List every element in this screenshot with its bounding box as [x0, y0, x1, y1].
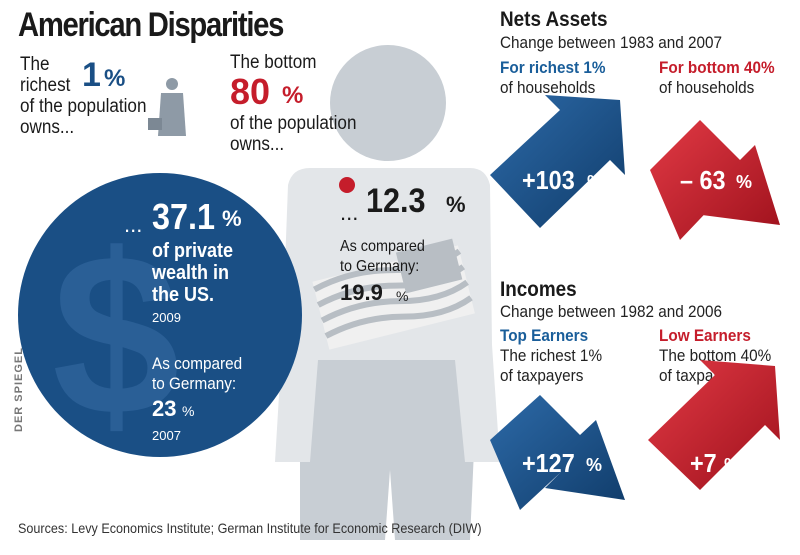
- nets-down-arrow: [650, 120, 780, 240]
- top1-number: 1: [82, 56, 101, 94]
- bottom80-line2: of the population: [230, 113, 357, 134]
- incomes-subtitle: Change between 1982 and 2006: [500, 302, 723, 321]
- person-head: [330, 45, 446, 161]
- incomes-heading: Incomes: [500, 278, 577, 301]
- circle-line1: of private: [152, 240, 234, 262]
- dollar-icon: $: [52, 206, 180, 463]
- circle-cmp-value: 23: [152, 396, 177, 421]
- nets-up-arrow: [490, 95, 625, 228]
- incomes-left-sub1: The richest 1%: [500, 346, 603, 365]
- top1-line1: The: [20, 54, 50, 75]
- circle-cmp-line1: As compared: [152, 354, 243, 373]
- top1-line4: owns...: [20, 117, 75, 138]
- incomes-right-title: Low Earners: [659, 326, 751, 345]
- incomes-left-title: Top Earners: [500, 326, 589, 345]
- nets-right-sub: of households: [659, 78, 755, 97]
- person-ellipsis: ...: [340, 200, 359, 225]
- top1-line2: richest: [20, 75, 71, 96]
- nets-right-value: – 63: [680, 165, 726, 195]
- circle-cmp-year: 2007: [152, 428, 181, 443]
- page-title: American Disparities: [18, 6, 284, 44]
- nets-left-sub: of households: [500, 78, 596, 97]
- person-legs: [300, 360, 478, 540]
- bottom80-pct: %: [282, 82, 304, 109]
- circle-cmp-pct: %: [182, 403, 195, 419]
- person-pct: %: [446, 192, 466, 217]
- circle-year: 2009: [152, 310, 181, 325]
- incomes-down-arrow: [490, 395, 625, 510]
- circle-pct: %: [222, 206, 242, 231]
- incomes-left-pct: %: [586, 455, 603, 475]
- person-value: 12.3: [366, 182, 426, 220]
- bottom80-line1: The bottom: [230, 52, 317, 73]
- nets-left-pct: %: [587, 172, 604, 192]
- publisher-credit: DER SPIEGEL: [13, 347, 25, 432]
- nets-left-value: +103: [522, 165, 575, 195]
- person-cmp-value: 19.9: [340, 280, 383, 305]
- circle-line3: the US.: [152, 284, 215, 306]
- top1-line3: of the population: [20, 96, 147, 117]
- incomes-left-value: +127: [522, 448, 575, 478]
- top1-pct: %: [104, 65, 126, 92]
- incomes-up-arrow: [648, 360, 780, 490]
- red-dot: [339, 177, 355, 193]
- circle-cmp-line2: to Germany:: [152, 374, 237, 393]
- nets-right-pct: %: [736, 172, 753, 192]
- wealth-circle: [18, 173, 302, 457]
- bottom80-line3: owns...: [230, 134, 285, 155]
- flag-graphic: [312, 238, 475, 350]
- person-cmp-pct: %: [396, 288, 409, 304]
- businessman-icon: [148, 78, 186, 136]
- nets-left-title: For richest 1%: [500, 58, 606, 77]
- circle-ellipsis: ...: [124, 212, 143, 237]
- circle-value: 37.1: [152, 196, 216, 237]
- person-cmp-line2: to Germany:: [340, 258, 420, 275]
- incomes-left-sub2: of taxpayers: [500, 366, 584, 385]
- incomes-right-sub1: The bottom 40%: [659, 346, 772, 365]
- circle-line2: wealth in: [152, 262, 230, 284]
- nets-heading: Nets Assets: [500, 8, 608, 31]
- source-note: Sources: Levy Economics Institute; Germa…: [18, 520, 482, 536]
- nets-subtitle: Change between 1983 and 2007: [500, 33, 723, 52]
- bottom80-number: 80: [230, 71, 271, 112]
- incomes-right-value: +7: [690, 448, 717, 478]
- incomes-right-pct: %: [724, 455, 741, 475]
- person-cmp-line1: As compared: [340, 238, 425, 255]
- nets-right-title: For bottom 40%: [659, 58, 775, 77]
